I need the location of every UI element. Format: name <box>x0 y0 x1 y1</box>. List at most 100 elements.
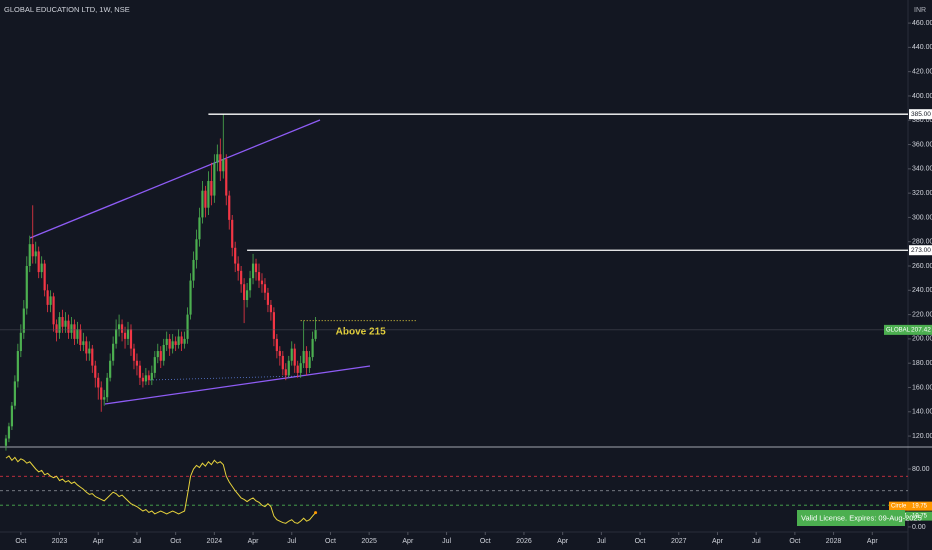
candle-body <box>222 159 225 172</box>
y-tick-label: 300.00 <box>912 214 932 221</box>
candle-body <box>266 292 270 305</box>
candle-body <box>85 341 88 354</box>
x-tick-label: 2023 <box>52 538 68 545</box>
candle-body <box>10 405 14 427</box>
candle-body <box>16 351 19 382</box>
candle-body <box>228 195 231 220</box>
level-tag <box>909 109 932 120</box>
candle-body <box>37 251 40 273</box>
candle-body <box>162 344 165 361</box>
candle-body <box>91 348 94 366</box>
candle-body <box>138 365 142 378</box>
candle-body <box>67 320 70 333</box>
support-dotted <box>149 375 301 381</box>
candle-body <box>204 190 207 208</box>
y-tick-label: 340.00 <box>912 166 932 173</box>
candle-body <box>117 324 121 330</box>
y-tick-label: 440.00 <box>912 44 932 51</box>
y-tick-label: 0.00 <box>912 524 926 531</box>
x-tick-label: 2028 <box>826 538 842 545</box>
x-tick-label: Apr <box>93 538 105 545</box>
candle-body <box>284 369 287 376</box>
x-tick-label: Apr <box>712 538 724 545</box>
y-tick-label: 360.00 <box>912 141 932 148</box>
y-tick-label: 200.00 <box>912 336 932 343</box>
candle-body <box>308 357 311 369</box>
trendline-lower <box>104 365 371 405</box>
candle-body <box>183 338 186 344</box>
y-tick-label: 80.00 <box>912 466 930 473</box>
candle-body <box>171 341 174 349</box>
candle-body <box>216 154 219 163</box>
candle-body <box>251 263 255 279</box>
candle-body <box>240 270 243 285</box>
price-tag <box>884 324 932 335</box>
candle-body <box>189 280 192 315</box>
candle-body <box>269 304 273 313</box>
candle-body <box>123 332 127 339</box>
candle-body <box>260 280 264 285</box>
chart-title: GLOBAL EDUCATION LTD, 1W, NSE <box>4 5 130 14</box>
x-tick-label: Apr <box>557 538 569 545</box>
candle-body <box>73 324 76 339</box>
line-tag <box>889 511 932 521</box>
candle-body <box>192 259 195 281</box>
candle-body <box>180 336 183 344</box>
x-tick-label: Jul <box>132 538 141 545</box>
candle-body <box>61 317 64 327</box>
candle-body <box>13 381 16 406</box>
y-tick-label: 260.00 <box>912 263 932 270</box>
x-tick-label: Oct <box>325 538 336 545</box>
candle-body <box>82 341 85 345</box>
candle-body <box>79 329 82 345</box>
candle-body <box>76 329 79 339</box>
y-tick-label: 460.00 <box>912 20 932 27</box>
candle-body <box>141 377 144 382</box>
circle-value: 19.75 <box>912 504 928 510</box>
x-tick-label: 2025 <box>361 538 377 545</box>
candle-body <box>22 308 25 333</box>
candle-body <box>28 244 31 267</box>
candle-body <box>201 190 204 218</box>
candle-body <box>263 284 267 293</box>
candle-body <box>40 263 43 273</box>
license-badge <box>797 510 905 526</box>
candle-body <box>305 351 308 369</box>
candle-body <box>159 351 162 361</box>
candle-body <box>147 375 150 381</box>
license-text: Valid License. Expires: 09-Aug-2025 <box>801 513 922 522</box>
candle-body <box>195 239 198 260</box>
candle-body <box>174 341 177 345</box>
candle-body <box>25 266 28 309</box>
candle-body <box>272 312 275 339</box>
candle-body <box>70 324 73 333</box>
x-tick-label: Jul <box>287 538 296 545</box>
level-tag <box>909 245 932 256</box>
annotation-text: Above 215 <box>336 326 386 337</box>
oscillator-line <box>5 455 316 524</box>
y-tick-label: 140.00 <box>912 409 932 416</box>
x-tick-label: 2026 <box>516 538 532 545</box>
line-value: 19.75 <box>912 514 928 520</box>
candle-body <box>302 351 305 364</box>
candle-body <box>132 348 136 361</box>
candle-body <box>257 272 261 281</box>
candle-body <box>34 251 37 257</box>
candle-body <box>156 351 159 358</box>
price-label: 207.42 <box>911 327 931 334</box>
candle-body <box>4 438 8 446</box>
level-label: 273.00 <box>911 247 931 254</box>
candle-body <box>7 426 11 439</box>
candle-body <box>219 154 222 172</box>
candle-body <box>245 290 249 301</box>
y-tick-label: 220.00 <box>912 311 932 318</box>
candle-body <box>207 180 210 208</box>
y-tick-label: 380.00 <box>912 117 932 124</box>
x-tick-label: 2024 <box>207 538 223 545</box>
candle-body <box>254 263 258 273</box>
candle-body <box>100 387 103 400</box>
x-tick-label: Oct <box>635 538 646 545</box>
candle-body <box>43 263 46 291</box>
